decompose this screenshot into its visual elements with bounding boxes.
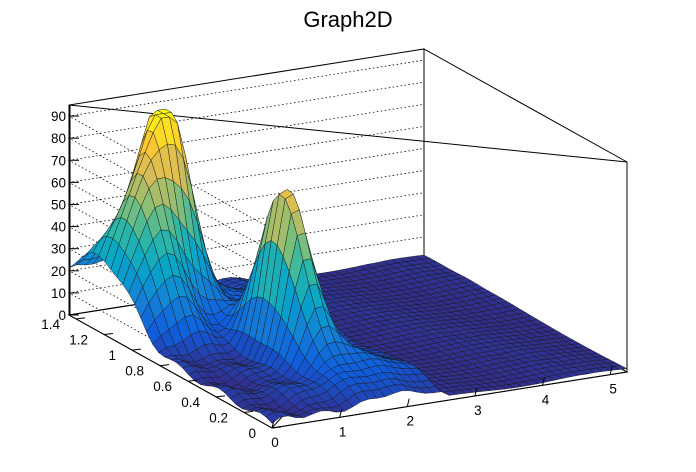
axes-group: 010203040506070809001234500.20.40.60.811… — [41, 105, 628, 450]
y-tick-label: 1 — [108, 348, 116, 363]
z-tick-label: 40 — [51, 220, 66, 235]
z-tick-label: 0 — [58, 308, 66, 323]
y-tick-label: 1.4 — [41, 317, 60, 332]
x-tick-label: 0 — [271, 435, 279, 450]
y-tick-label: 1.2 — [69, 332, 88, 347]
y-axis — [68, 314, 273, 429]
x-tick-mark — [474, 387, 478, 397]
y-tick-label: 0.8 — [125, 364, 144, 379]
y-tick-mark — [75, 317, 86, 320]
chart-title: Graph2D — [303, 7, 392, 32]
z-tick-label: 90 — [51, 109, 66, 124]
x-tick-label: 4 — [542, 392, 550, 407]
surface-mesh — [68, 108, 628, 424]
z-tick-label: 70 — [51, 153, 66, 168]
z-gridline — [67, 59, 425, 230]
surface-cell — [265, 411, 281, 424]
z-tick-label: 10 — [51, 286, 66, 301]
x-tick-label: 1 — [339, 424, 347, 439]
z-gridline — [67, 103, 425, 274]
x-tick-mark — [271, 419, 275, 429]
z-tick-label: 50 — [51, 197, 66, 212]
z-tick-label: 20 — [51, 264, 66, 279]
y-tick-label: 0.2 — [209, 410, 228, 425]
x-tick-mark — [406, 398, 410, 407]
y-tick-label: 0.4 — [181, 395, 200, 410]
z-tick-label: 80 — [51, 131, 66, 146]
x-axis — [271, 371, 628, 429]
y-tick-mark — [215, 395, 226, 398]
y-tick-mark — [159, 364, 170, 367]
x-tick-mark — [339, 409, 343, 418]
x-tick-mark — [541, 377, 545, 386]
x-tick-label: 5 — [609, 382, 617, 397]
y-tick-mark — [131, 348, 142, 351]
y-tick-mark — [103, 332, 114, 335]
x-tick-label: 3 — [474, 403, 482, 418]
y-tick-mark — [187, 379, 198, 382]
z-tick-label: 30 — [51, 242, 66, 257]
y-tick-mark — [243, 410, 254, 413]
z-tick-label: 60 — [51, 175, 66, 190]
y-tick-label: 0.6 — [153, 379, 172, 394]
z-gridline — [67, 81, 425, 252]
x-tick-label: 2 — [406, 414, 414, 429]
y-tick-label: 0 — [248, 426, 256, 441]
x-tick-mark — [609, 366, 613, 375]
y-tick-mark — [271, 426, 282, 429]
